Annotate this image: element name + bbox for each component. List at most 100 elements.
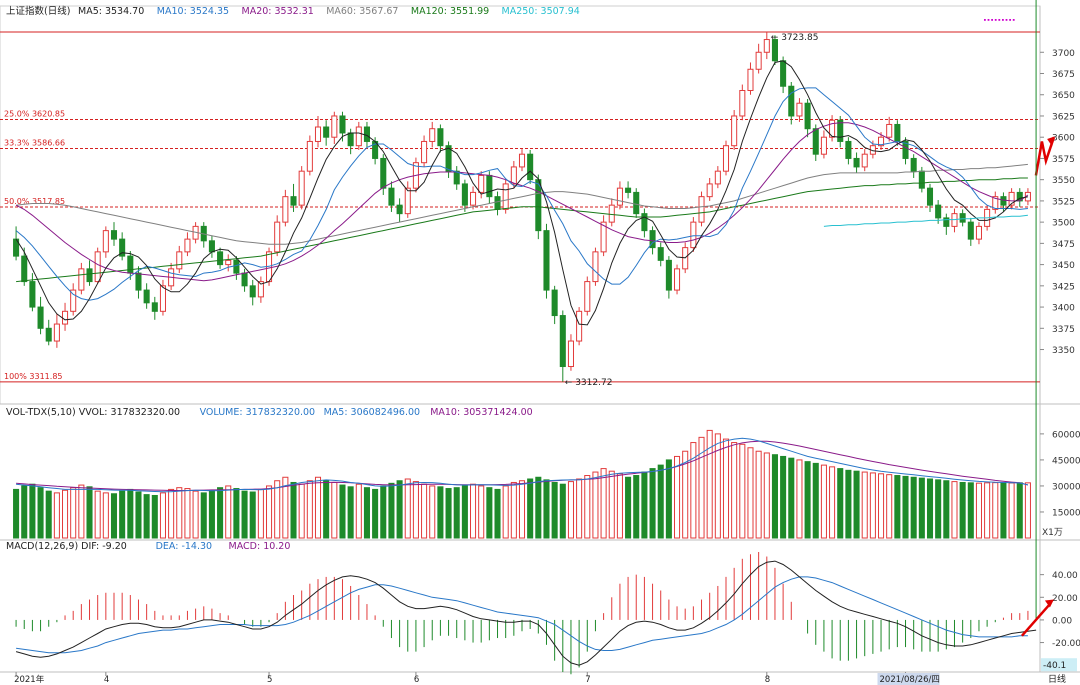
volume-bar: [984, 482, 991, 539]
candle-body: [739, 89, 746, 117]
candle-body: [445, 145, 452, 172]
volume-bar: [951, 481, 958, 539]
macd-legend-macdv: MACD: 10.20: [229, 541, 291, 552]
volume-bar: [502, 485, 509, 539]
marker-dot: [994, 19, 997, 21]
cursor-date-badge: [877, 673, 940, 685]
candle-body: [527, 153, 534, 181]
volume-bar: [217, 487, 224, 539]
candle-body: [176, 251, 183, 270]
x-tick-label: 2021/08/26/四: [880, 675, 940, 685]
high-price-label: ← 3723.85: [771, 33, 819, 43]
volume-bar: [372, 488, 379, 539]
candle-body: [233, 259, 240, 274]
candle-body: [722, 145, 730, 172]
period-label: 日线: [1048, 673, 1066, 685]
x-tick-label: 4: [104, 675, 109, 685]
up-trend-arrow: [1034, 136, 1056, 176]
marker-dot: [991, 19, 993, 21]
volume-bar: [119, 490, 126, 539]
price-panel-title: 上证指数(日线): [6, 5, 70, 17]
candle-body: [649, 230, 656, 249]
candle-body: [53, 323, 60, 342]
y-tick-label: 3650: [1052, 91, 1075, 101]
fib-level-label: 50.0% 3517.85: [4, 197, 65, 206]
volume-bar: [1000, 481, 1007, 539]
candle-body: [29, 281, 36, 308]
legend-ma20: MA20: 3532.31: [242, 6, 314, 17]
volume-bar: [820, 464, 827, 539]
volume-bar: [176, 487, 183, 539]
volume-bar: [731, 442, 738, 539]
candle-body: [706, 183, 713, 198]
candle-body: [592, 251, 599, 283]
volume-y-tick-label: 30000: [1052, 482, 1080, 492]
y-tick-label: 3625: [1052, 112, 1075, 122]
volume-bar: [902, 475, 909, 539]
candle-body: [274, 221, 281, 253]
candle-body: [159, 285, 166, 312]
y-tick-label: 3375: [1052, 325, 1075, 335]
volume-bar: [616, 473, 623, 539]
candle-body: [453, 170, 460, 185]
y-tick-label: 3575: [1052, 155, 1075, 165]
volume-bar: [584, 475, 591, 539]
candle-body: [225, 259, 232, 266]
x-tick-label: 7: [585, 675, 590, 685]
candle-body: [518, 153, 526, 168]
candle-body: [926, 187, 934, 206]
volume-bar: [1008, 482, 1015, 539]
volume-bar: [127, 488, 134, 539]
candle-body: [551, 289, 558, 317]
candle-body: [339, 115, 346, 134]
candle-body: [780, 60, 787, 87]
candle-body: [314, 126, 322, 142]
volume-bar: [780, 455, 787, 539]
volume-bar: [600, 468, 607, 539]
candle-body: [600, 221, 607, 253]
candle-body: [771, 39, 778, 62]
candle-body: [690, 221, 697, 249]
marker-dot: [984, 19, 986, 21]
volume-bar: [657, 464, 664, 539]
candle-body: [641, 213, 648, 232]
macd-legend-dea: DEA: -14.30: [156, 541, 213, 552]
volume-bar: [576, 478, 583, 539]
candle-body: [429, 128, 436, 142]
volume-bar: [257, 488, 264, 539]
volume-bar: [527, 478, 534, 539]
volume-legend-ma10: MA10: 305371424.00: [430, 407, 533, 418]
volume-bar: [853, 470, 860, 539]
candle-body: [110, 230, 118, 240]
candle-body: [494, 196, 501, 210]
candle-body: [853, 157, 860, 168]
volume-bar: [53, 492, 60, 539]
candle-body: [437, 128, 444, 147]
candle-body: [788, 85, 795, 117]
volume-legend-ma5: MA5: 306082496.00: [324, 407, 420, 418]
dea-line: [16, 576, 1028, 654]
volume-bar: [151, 494, 158, 539]
volume-bar: [453, 487, 460, 539]
volume-bar: [494, 488, 501, 539]
candle-body: [380, 157, 387, 189]
macd-y-tick-label: 20.00: [1052, 594, 1078, 604]
legend-ma120: MA120: 3551.99: [411, 6, 489, 17]
x-tick-label: 6: [414, 675, 419, 685]
volume-bar: [518, 480, 526, 539]
volume-bar: [421, 483, 428, 539]
volume-bar: [625, 476, 632, 539]
volume-bar: [788, 457, 795, 539]
volume-bar: [323, 480, 330, 539]
candle-body: [78, 268, 85, 291]
ma120-line: [16, 177, 1028, 283]
candle-body: [796, 102, 803, 117]
candle-body: [837, 119, 844, 142]
volume-bar: [869, 472, 876, 539]
candle-body: [633, 191, 640, 215]
volume-bar: [241, 490, 248, 539]
ma20-line: [15, 122, 1029, 282]
volume-bar: [396, 480, 403, 539]
candle-body: [421, 140, 428, 164]
